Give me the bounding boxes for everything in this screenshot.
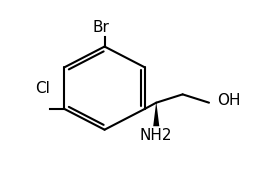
Text: OH: OH — [217, 93, 241, 108]
Text: NH2: NH2 — [140, 129, 173, 143]
Polygon shape — [153, 103, 159, 126]
Text: Cl: Cl — [36, 81, 50, 96]
Text: Br: Br — [93, 20, 110, 35]
